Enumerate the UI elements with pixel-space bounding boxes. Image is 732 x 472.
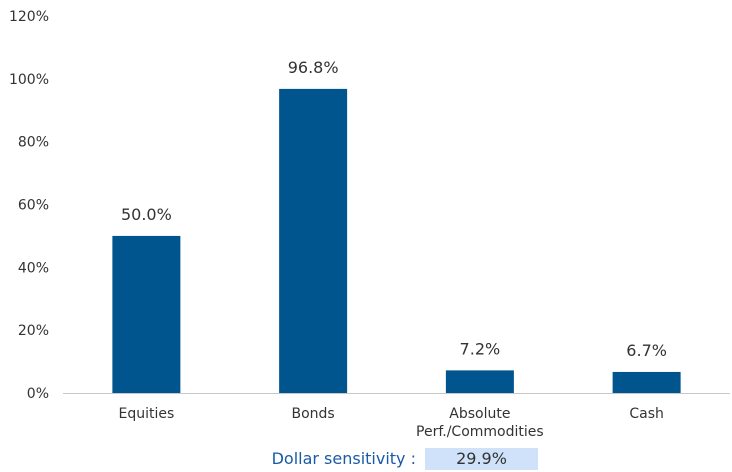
y-tick-label: 60% xyxy=(18,198,49,214)
y-tick-label: 20% xyxy=(18,323,49,339)
bar xyxy=(279,88,348,394)
category-label: Absolute xyxy=(449,406,510,422)
dollar-sensitivity-footer: Dollar sensitivity : 29.9% xyxy=(0,448,732,470)
y-tick-label: 80% xyxy=(18,135,49,151)
y-tick-label: 40% xyxy=(18,260,49,276)
bar xyxy=(612,371,681,393)
category-labels: Equities Bonds Absolute Perf./Commodities Ca… xyxy=(118,406,663,440)
dollar-sensitivity-value: 29.9% xyxy=(425,448,538,470)
category-label: Equities xyxy=(118,406,174,422)
category-label: Cash xyxy=(629,406,664,422)
bar xyxy=(445,370,514,393)
dollar-sensitivity-label: Dollar sensitivity : xyxy=(271,449,416,468)
data-labels: 50.0% 96.8% 7.2% 6.7% xyxy=(121,58,667,360)
data-label: 96.8% xyxy=(288,58,339,77)
category-label: Perf./Commodities xyxy=(416,424,544,440)
category-label: Bonds xyxy=(292,406,335,422)
data-label: 7.2% xyxy=(460,339,501,358)
bars xyxy=(112,88,681,394)
y-tick-label: 0% xyxy=(27,386,49,402)
data-label: 6.7% xyxy=(626,341,667,360)
y-tick-label: 120% xyxy=(9,9,49,25)
bar xyxy=(112,235,181,393)
bar-chart: 0% 20% 40% 60% 80% 100% 120% 50.0% 96.8% 7.2% 6.7… xyxy=(9,9,730,440)
y-tick-label: 100% xyxy=(9,72,49,88)
data-label: 50.0% xyxy=(121,205,172,224)
y-axis-ticks: 0% 20% 40% 60% 80% 100% 120% xyxy=(9,9,49,402)
